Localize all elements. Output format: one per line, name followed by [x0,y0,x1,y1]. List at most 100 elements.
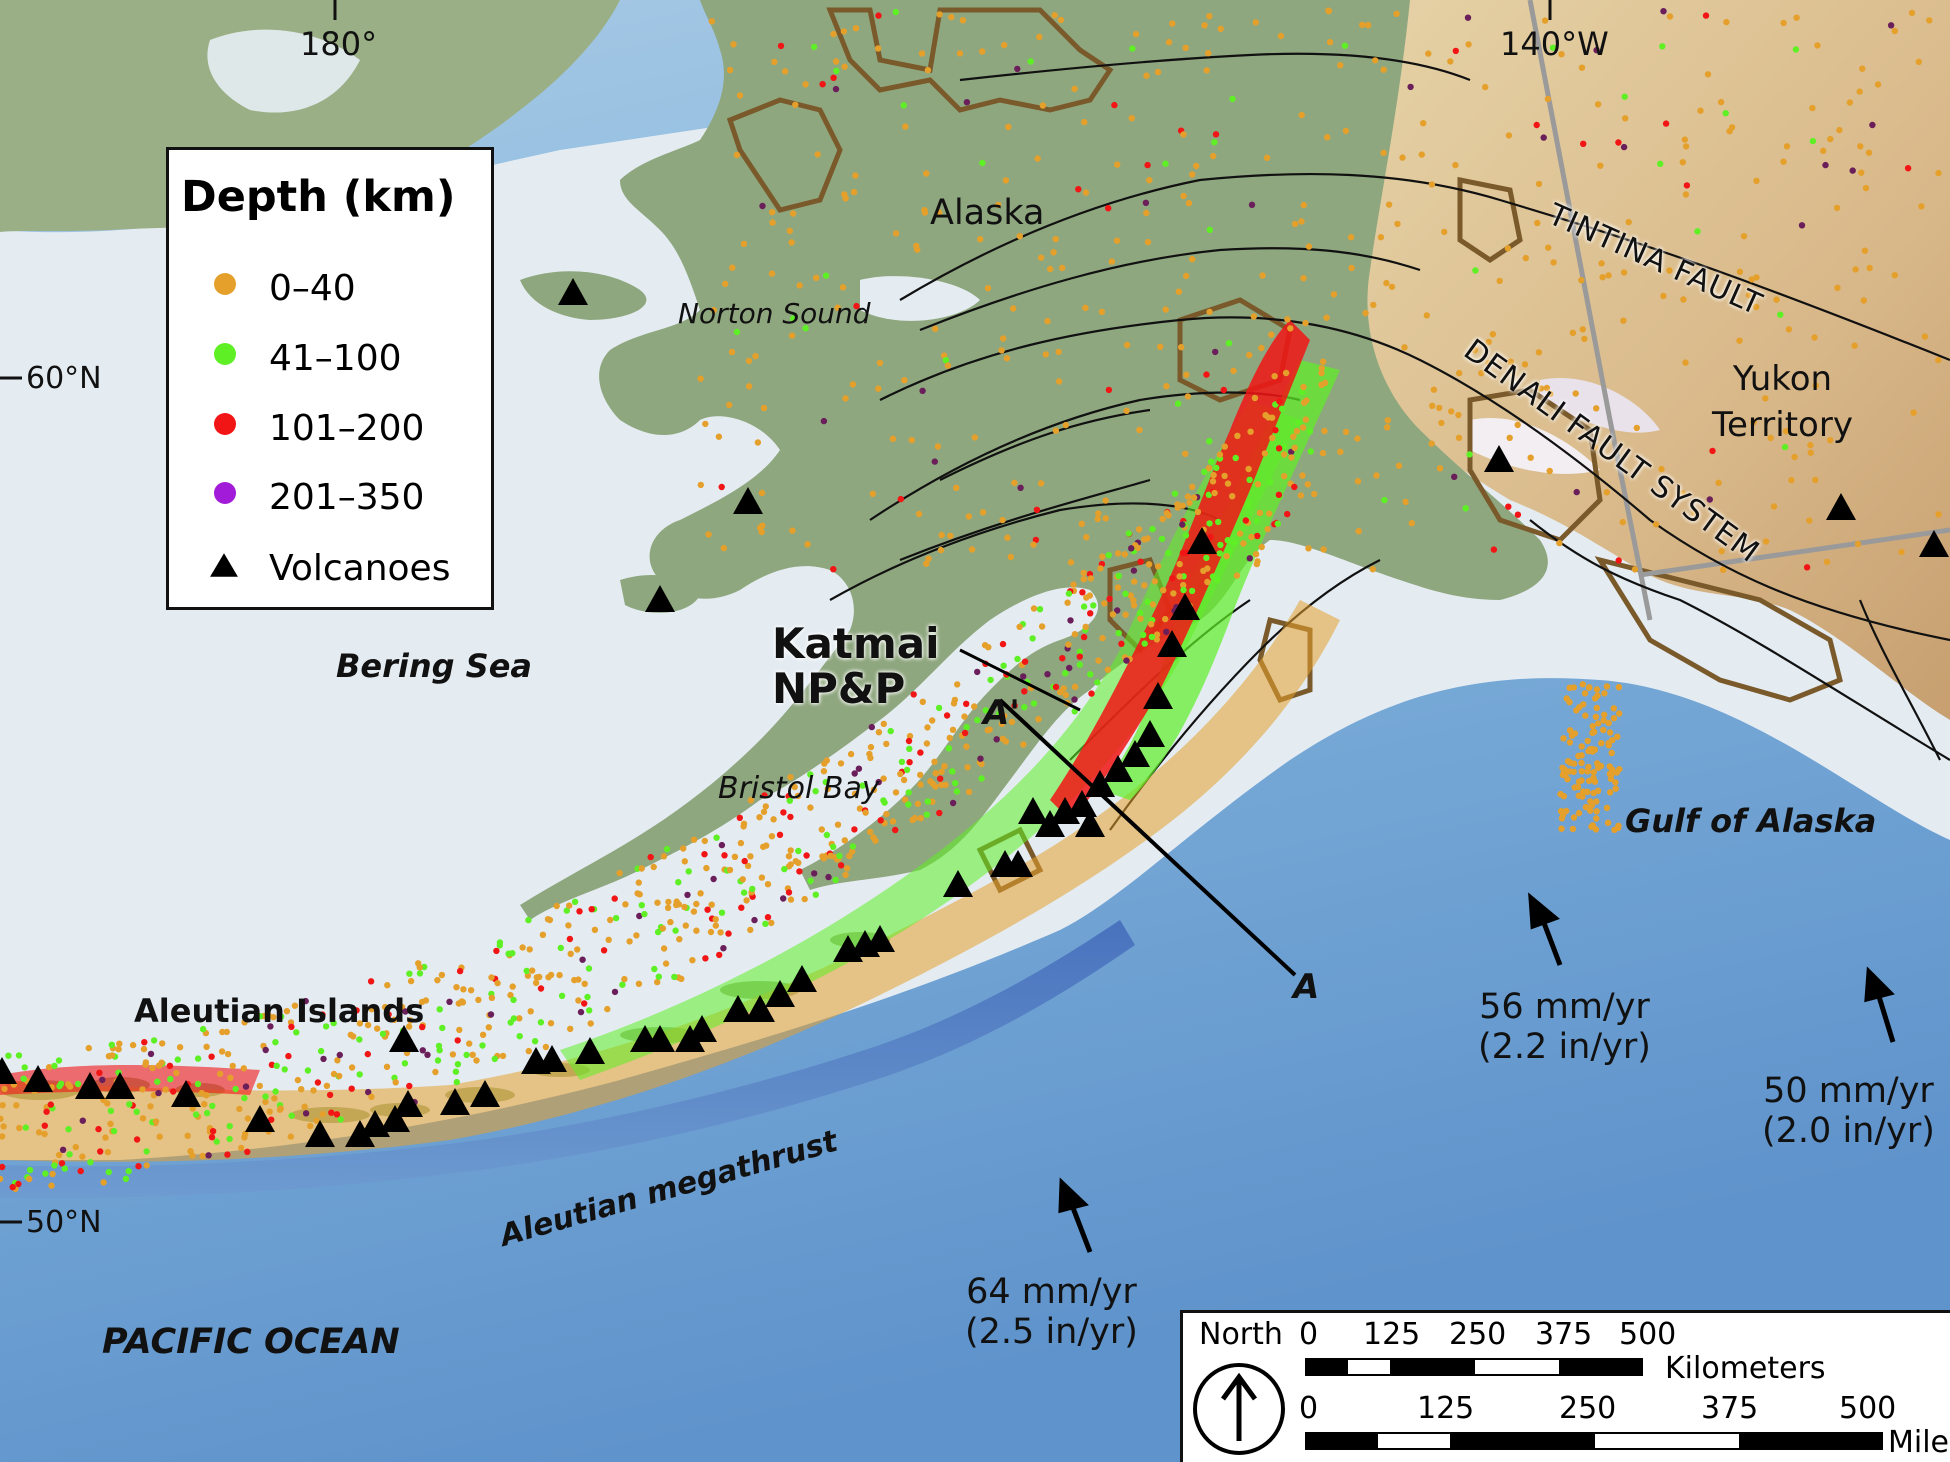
earthquake-dot [678,975,685,982]
earthquake-dot [1585,684,1593,691]
earthquake-dot [1544,95,1552,103]
earthquake-dot [1823,558,1831,566]
earthquake-dot [100,1179,107,1186]
earthquake-dot [909,816,916,824]
earthquake-dot [1094,515,1101,523]
earthquake-dot [240,1065,247,1072]
earthquake-dot [446,998,453,1005]
earthquake-dot [15,1052,23,1059]
earthquake-dot [1319,449,1327,457]
earthquake-dot [1682,143,1690,150]
earthquake-dot [708,901,715,908]
earthquake-dot [1697,107,1704,114]
earthquake-dot [155,1089,162,1097]
earthquake-dot [364,1050,371,1058]
earthquake-dot [830,74,837,82]
earthquake-dot [1213,464,1220,472]
earthquake-dot [1209,478,1217,485]
earthquake-dot [553,902,560,910]
earthquake-dot [1603,804,1611,812]
earthquake-dot [1079,589,1086,596]
earthquake-dot [693,900,700,908]
earthquake-dot [965,513,972,520]
earthquake-dot [1207,533,1214,541]
earthquake-dot [1271,373,1278,380]
earthquake-dot [1605,740,1612,747]
earthquake-dot [720,945,727,952]
earthquake-dot [1183,549,1190,556]
earthquake-dot [1904,165,1912,172]
earthquake-dot [730,41,737,48]
scale-bar-box: North 0 125 250 375 500 Kilometers 0 125… [1180,1310,1950,1462]
earthquake-dot [710,875,717,883]
earthquake-dot [1189,256,1196,263]
earthquake-dot [479,1031,487,1039]
earthquake-dot [1200,567,1207,574]
earthquake-dot [1087,575,1095,582]
earthquake-dot [1144,161,1151,169]
earthquake-dot [1566,739,1574,746]
earthquake-dot [1694,228,1701,235]
earthquake-dot [959,17,967,24]
earthquake-dot [1399,154,1406,161]
earthquake-dot [491,1055,498,1063]
earthquake-dot [1008,718,1016,726]
earthquake-dot [262,1098,269,1106]
earthquake-dot [1657,160,1664,167]
earthquake-dot [9,1183,16,1191]
earthquake-dot [1229,493,1236,500]
earthquake-dot [1044,317,1051,325]
earthquake-dot [1137,558,1144,565]
earthquake-dot [1490,546,1498,553]
earthquake-dot [1682,359,1689,366]
earthquake-dot [1514,421,1521,429]
earthquake-dot [1381,496,1388,504]
earthquake-dot [1770,503,1778,510]
earthquake-dot [676,936,683,943]
earthquake-dot [1071,631,1079,638]
earthquake-dot [1706,496,1714,503]
earthquake-dot [963,743,970,750]
earthquake-dot [1097,565,1104,572]
earthquake-dot [790,315,797,322]
earthquake-dot [789,210,797,217]
earthquake-dot [1032,536,1040,544]
earthquake-dot [156,1133,163,1140]
earthquake-dot [667,918,674,926]
earthquake-dot [769,209,776,216]
earthquake-dot [1212,348,1219,356]
earthquake-dot [754,439,762,446]
earthquake-dot [1321,427,1328,435]
earthquake-dot [1080,633,1088,641]
earthquake-dot [880,797,887,804]
plate-rate-50-mm: 50 mm/yr [1763,1071,1934,1111]
earthquake-dot [889,435,897,442]
earthquake-dot [241,1094,248,1102]
legend-label: 41–100 [269,338,402,379]
earthquake-dot [776,831,784,838]
earthquake-dot [834,304,841,311]
earthquake-dot [226,1135,233,1143]
earthquake-dot [680,845,687,852]
earthquake-dot [1610,705,1618,712]
earthquake-dot [1861,247,1869,254]
earthquake-dot [1143,209,1150,217]
earthquake-dot [1631,566,1639,573]
earthquake-dot [1603,489,1611,496]
earthquake-dot [107,1107,115,1115]
earthquake-dot [72,1143,80,1151]
earthquake-dot [104,1100,111,1107]
earthquake-dot [1203,554,1210,562]
earthquake-dot [948,13,955,21]
earthquake-dot [814,151,821,158]
earthquake-dot [938,768,945,775]
earthquake-dot [55,1151,63,1159]
earthquake-dot [319,1011,326,1018]
earthquake-dot [556,971,563,979]
earthquake-dot [919,698,926,705]
earthquake-dot [837,862,845,869]
earthquake-dot [209,1128,217,1135]
earthquake-dot [1441,228,1448,236]
earthquake-dot [1408,520,1416,527]
earthquake-dot [1275,445,1283,452]
